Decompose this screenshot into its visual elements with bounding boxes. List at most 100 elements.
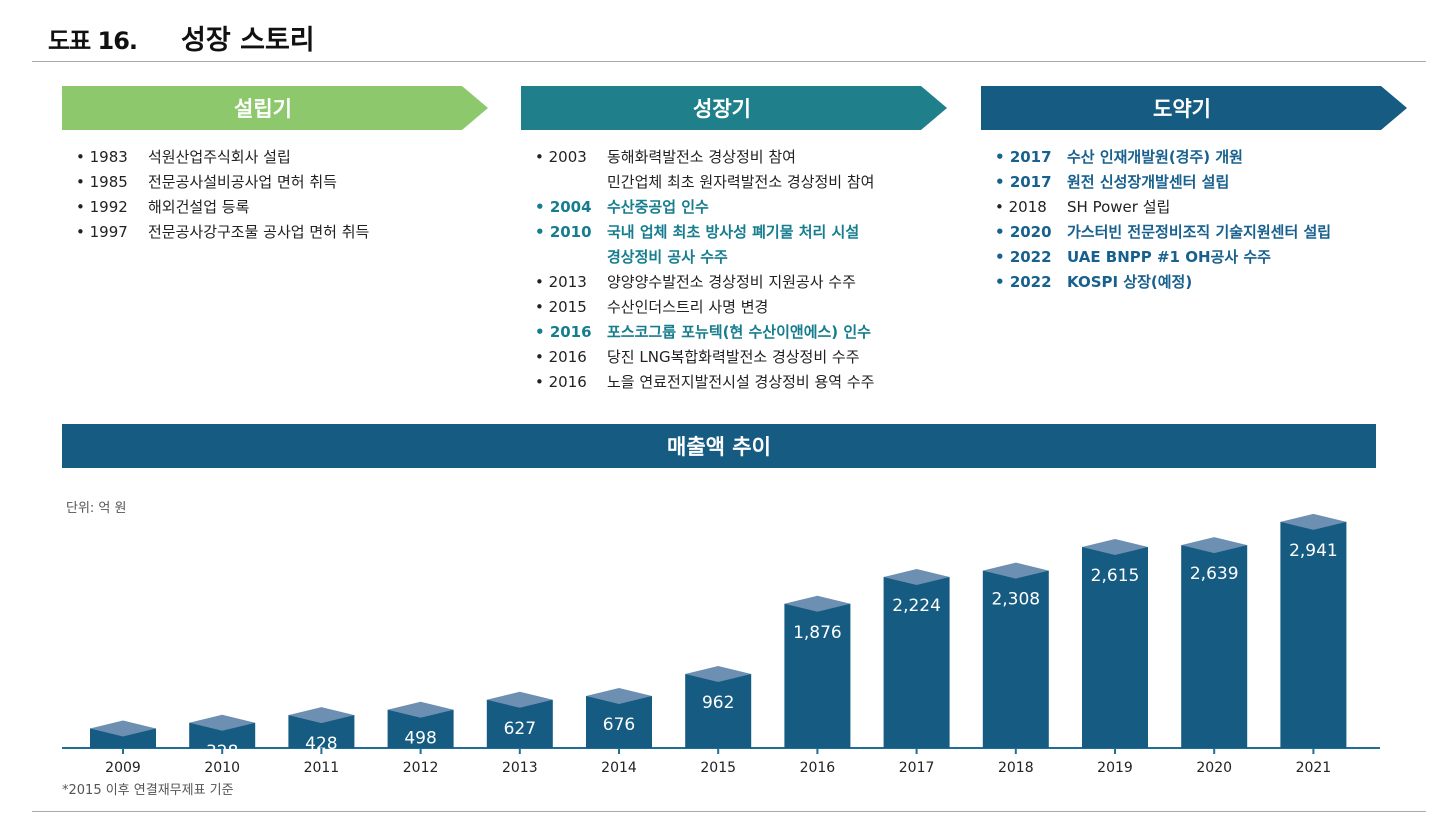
bar-top [586, 688, 652, 705]
x-tick-label: 2010 [204, 760, 240, 776]
x-tick-label: 2011 [304, 760, 340, 776]
timeline-year: 2022 [995, 270, 1067, 295]
timeline-text: 동해화력발전소 경상정비 참여 [607, 148, 796, 166]
bar-group: 627 2013 [486, 691, 553, 776]
timeline-text: 가스터빈 전문정비조직 기술지원센터 설립 [1067, 223, 1332, 241]
bar-top [1280, 513, 1347, 530]
phase-banner: 도약기 [981, 86, 1407, 130]
bar-top [486, 691, 553, 708]
bar [883, 577, 950, 748]
timeline-text: 민간업체 최초 원자력발전소 경상정비 참여 [607, 173, 875, 191]
bar-group: 676 2014 [586, 688, 652, 776]
bar-top [189, 714, 256, 731]
timeline-text: 경상정비 공사 수주 [607, 248, 728, 266]
bar-group: 428 2011 [288, 707, 355, 776]
timeline-text: 노을 연료전지발전시설 경상정비 용역 수주 [607, 373, 875, 391]
timeline-year [535, 245, 607, 270]
timeline-text: UAE BNPP #1 OH공사 수주 [1067, 248, 1271, 266]
bar-group: 2,941 2021 [1280, 513, 1347, 776]
bar [982, 570, 1049, 748]
phase-banner: 성장기 [521, 86, 947, 130]
timeline-item: 민간업체 최초 원자력발전소 경상정비 참여 [535, 170, 965, 195]
timeline-year: 1997 [76, 220, 148, 245]
bar [1280, 521, 1347, 748]
data-label: 627 [504, 719, 536, 739]
bar [784, 603, 851, 748]
x-tick-label: 2015 [700, 760, 736, 776]
timeline-year: 2015 [535, 295, 607, 320]
bar-top [387, 701, 454, 718]
timeline-text: 포스코그룹 포뉴텍(현 수산이앤에스) 인수 [607, 323, 871, 341]
bottom-divider [32, 811, 1426, 812]
timeline-text: 해외건설업 등록 [148, 198, 250, 216]
x-tick-label: 2012 [403, 760, 439, 776]
footnote: *2015 이후 연결재무제표 기준 [62, 783, 234, 798]
data-label: 2,615 [1091, 566, 1140, 586]
data-label: 498 [404, 729, 436, 749]
data-label: 254 [107, 747, 139, 767]
timeline-year: 2017 [995, 145, 1067, 170]
chart-title: 매출액 추이 [62, 424, 1376, 468]
bar-group: 2,615 2019 [1082, 538, 1148, 776]
x-tick-label: 2019 [1097, 760, 1133, 776]
timeline-text: SH Power 설립 [1067, 198, 1171, 216]
bar [685, 674, 752, 748]
timeline-year: 2022 [995, 245, 1067, 270]
bar-group: 498 2012 [387, 701, 454, 776]
x-tick-label: 2016 [800, 760, 836, 776]
timeline-year: 1985 [76, 170, 148, 195]
timeline-text: KOSPI 상장(예정) [1067, 273, 1193, 291]
x-tick-label: 2017 [899, 760, 935, 776]
timeline-year: 2003 [535, 145, 607, 170]
timeline-year: 2016 [535, 370, 607, 395]
bar-group: 962 2015 [685, 666, 752, 776]
x-tick-label: 2013 [502, 760, 538, 776]
x-tick-label: 2018 [998, 760, 1034, 776]
bar-group: 1,876 2016 [784, 595, 851, 776]
bar [90, 728, 156, 748]
data-label: 2,941 [1289, 541, 1338, 561]
bar-top [90, 720, 156, 737]
data-label: 2,224 [892, 596, 941, 616]
bar [586, 696, 652, 748]
timeline-text: 석원산업주식회사 설립 [148, 148, 291, 166]
bar-top [1181, 537, 1248, 554]
timeline-text: 당진 LNG복합화력발전소 경상정비 수주 [607, 348, 860, 366]
bar-top [288, 707, 355, 724]
data-label: 1,876 [793, 623, 842, 643]
bar [486, 699, 553, 748]
data-label: 428 [305, 734, 337, 754]
timeline-text: 양양양수발전소 경상정비 지원공사 수주 [607, 273, 856, 291]
timeline-year: 2016 [535, 345, 607, 370]
data-label: 676 [603, 715, 635, 735]
timeline-text: 원전 신성장개발센터 설립 [1067, 173, 1230, 191]
timeline-text: 수산인더스트리 사명 변경 [607, 298, 769, 316]
x-tick-label: 2009 [105, 760, 141, 776]
bar-top [784, 595, 851, 612]
data-label: 2,639 [1190, 564, 1239, 584]
bar-group: 2,308 2018 [982, 562, 1049, 776]
timeline-year: 2020 [995, 220, 1067, 245]
timeline-item: 경상정비 공사 수주 [535, 245, 965, 270]
bar-top [883, 569, 950, 586]
timeline-text: 수산중공업 인수 [607, 198, 709, 216]
timeline-year: 2010 [535, 220, 607, 245]
timeline-text: 전문공사강구조물 공사업 면허 취득 [148, 223, 370, 241]
